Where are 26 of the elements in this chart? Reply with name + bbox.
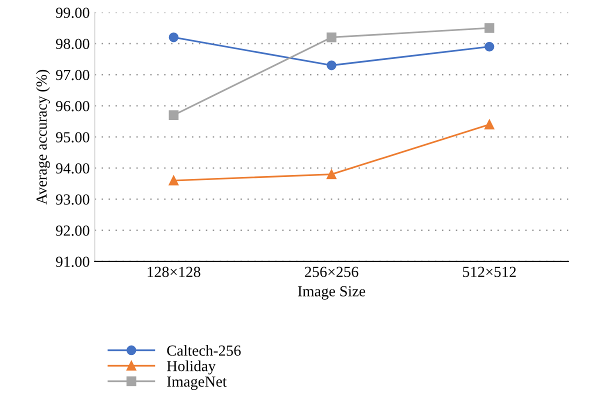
- point: [484, 120, 494, 130]
- y-tick-label: 95.00: [56, 132, 90, 142]
- x-axis-title: Image Size: [298, 286, 366, 300]
- legend-label: ImageNet: [167, 376, 227, 390]
- y-tick-label: 98.00: [56, 38, 90, 50]
- point: [484, 23, 494, 33]
- y-tick-label: 92.00: [56, 225, 90, 236]
- y-tick-label: 93.00: [56, 194, 90, 205]
- y-tick-label: 97.00: [56, 70, 90, 80]
- point: [168, 110, 179, 120]
- x-tick-label: 512×512: [463, 266, 516, 278]
- y-tick-label: 99.00: [56, 8, 90, 18]
- point: [168, 32, 179, 42]
- x-tick-label: 256×256: [304, 266, 358, 278]
- legend-label: Holiday: [166, 360, 216, 374]
- y-axis-title: Average accuracy (%): [36, 70, 50, 205]
- point: [326, 32, 336, 42]
- point: [326, 169, 336, 180]
- point: [168, 176, 179, 186]
- point: [484, 42, 494, 52]
- x-tick-label: 128×128: [148, 266, 200, 278]
- y-tick-label: 94.00: [56, 163, 90, 174]
- legend-label: Caltech-256: [167, 345, 241, 356]
- point: [326, 60, 336, 70]
- y-tick-label: 91.00: [56, 256, 90, 267]
- y-tick-label: 96.00: [56, 100, 90, 112]
